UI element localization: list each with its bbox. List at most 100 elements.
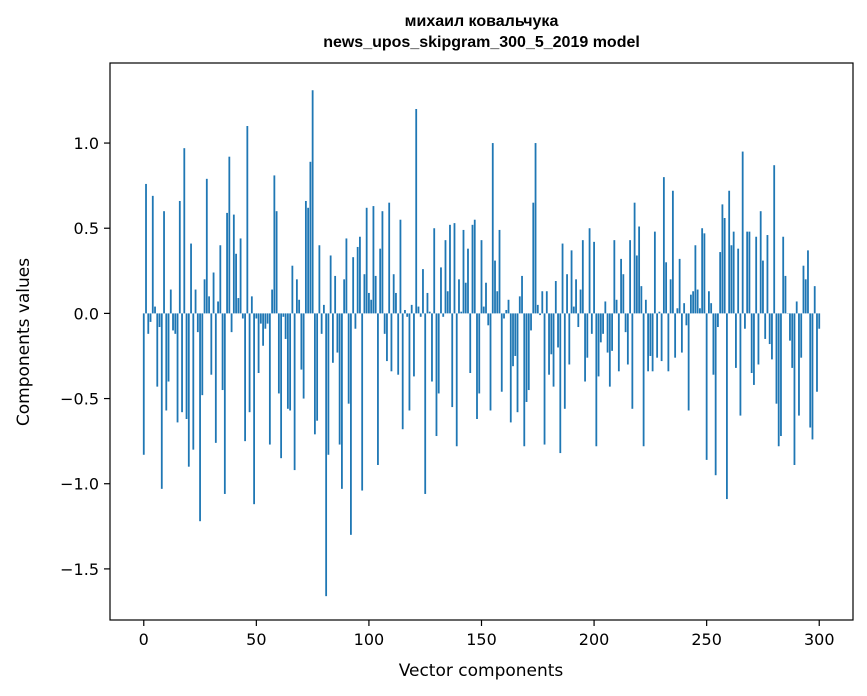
bar	[780, 313, 782, 437]
bar	[343, 279, 346, 314]
bar	[356, 246, 359, 314]
bar	[352, 257, 355, 314]
bar	[275, 211, 278, 314]
bar	[401, 313, 404, 430]
bar	[187, 313, 190, 467]
bar	[437, 313, 440, 394]
bar	[444, 240, 447, 314]
bar	[523, 313, 526, 447]
bar	[165, 313, 168, 411]
bar	[406, 313, 409, 317]
bar	[250, 296, 253, 314]
bar	[235, 253, 237, 314]
bar	[284, 313, 287, 339]
bar	[320, 313, 323, 334]
bar	[318, 245, 321, 314]
bar	[158, 313, 161, 328]
bar	[196, 313, 199, 333]
bar	[365, 207, 368, 314]
bar	[543, 313, 546, 445]
bar	[667, 313, 670, 372]
bar	[300, 313, 303, 370]
bar	[735, 313, 737, 368]
bar	[383, 313, 386, 334]
bar	[372, 206, 375, 314]
bar	[512, 313, 514, 367]
bar	[593, 241, 595, 314]
bar	[327, 313, 330, 455]
bar	[390, 313, 393, 372]
bar	[368, 292, 370, 314]
bar	[183, 148, 186, 314]
bar	[156, 313, 159, 387]
bar	[428, 311, 431, 314]
bar	[699, 308, 701, 314]
bar	[750, 313, 753, 374]
bar	[451, 313, 454, 408]
bar	[280, 313, 283, 459]
bar	[309, 161, 312, 314]
bar	[530, 313, 532, 331]
bar	[422, 269, 424, 314]
bar	[316, 313, 319, 421]
bar	[590, 313, 593, 334]
bar	[566, 274, 568, 314]
x-tick-label: 0	[139, 630, 149, 649]
bar	[809, 313, 812, 428]
bar	[753, 313, 755, 385]
bar	[764, 313, 767, 339]
bar	[644, 299, 647, 314]
bar	[658, 311, 661, 314]
bar	[467, 248, 469, 314]
bar	[210, 313, 213, 375]
bar	[194, 289, 197, 314]
bar	[755, 236, 758, 314]
plot-frame	[109, 62, 854, 621]
bar	[500, 313, 503, 392]
x-tick-label: 250	[691, 630, 722, 649]
bar	[424, 313, 427, 494]
bar	[498, 229, 501, 314]
bar	[381, 211, 384, 314]
bar	[257, 313, 260, 374]
bar	[660, 313, 663, 362]
bar	[185, 313, 188, 419]
bar	[705, 313, 708, 460]
bar	[759, 211, 762, 314]
bar	[404, 309, 406, 314]
bar	[248, 313, 251, 413]
bar	[174, 313, 177, 334]
bar	[622, 274, 625, 314]
bar	[539, 313, 541, 316]
bar	[151, 195, 154, 314]
bar	[399, 219, 402, 314]
x-tick-label: 300	[804, 630, 835, 649]
bar	[746, 231, 749, 314]
bar	[142, 313, 145, 455]
bar	[730, 245, 733, 314]
bar	[696, 289, 699, 314]
bar	[532, 202, 535, 314]
bar	[482, 306, 485, 314]
bar	[662, 177, 665, 314]
bar	[169, 289, 172, 314]
bar	[581, 240, 584, 314]
bar	[791, 313, 794, 368]
bar	[374, 275, 377, 314]
bar	[516, 313, 519, 413]
bar	[311, 90, 314, 314]
bar	[588, 228, 591, 314]
bar	[266, 313, 269, 324]
bar	[345, 238, 348, 314]
bar	[246, 126, 249, 314]
bar	[147, 313, 150, 334]
bar	[458, 279, 460, 314]
bar	[559, 313, 562, 454]
bar	[271, 289, 274, 314]
bar	[680, 313, 683, 353]
bar	[671, 190, 674, 314]
bar	[259, 313, 262, 324]
x-tick-label: 50	[246, 630, 266, 649]
bar	[307, 207, 310, 314]
bar	[620, 258, 622, 314]
